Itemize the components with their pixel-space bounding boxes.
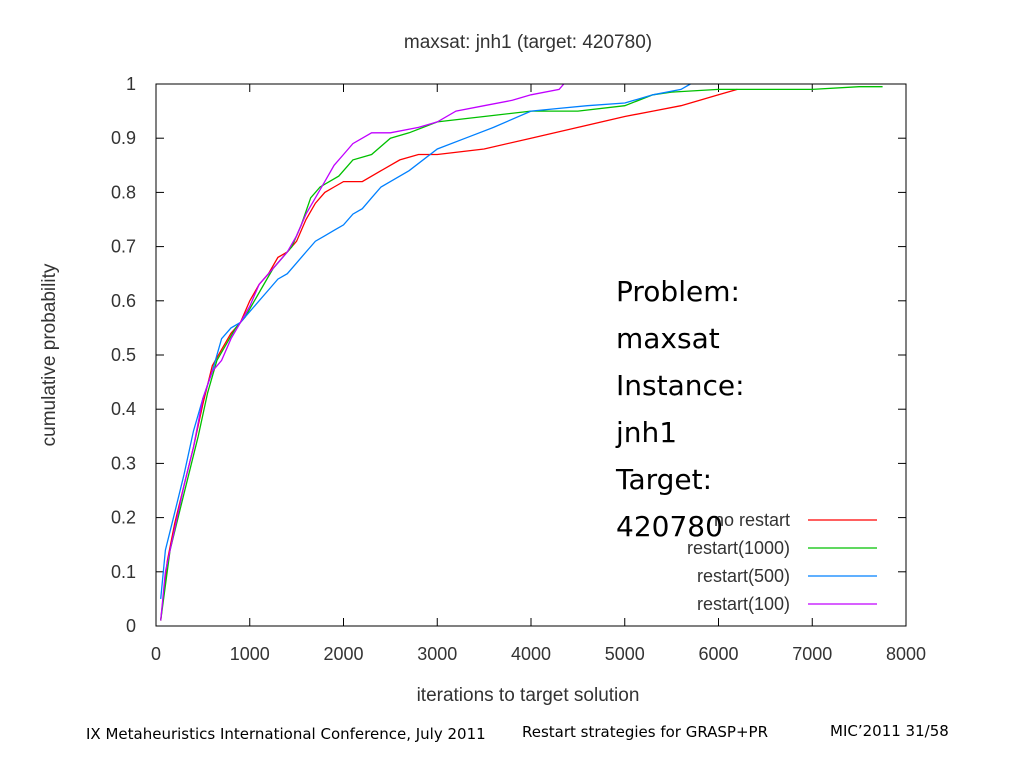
legend-label: restart(500) [697, 566, 790, 586]
annotation-line: 420780 [616, 510, 723, 543]
series-line [160, 83, 565, 621]
x-tick-label: 8000 [886, 644, 926, 664]
x-tick-label: 6000 [698, 644, 738, 664]
y-tick-label: 0.5 [111, 345, 136, 365]
annotation-line: jnh1 [616, 416, 678, 449]
series-lines [160, 83, 883, 621]
plot-frame [155, 83, 907, 627]
chart-title: maxsat: jnh1 (target: 420780) [404, 32, 652, 53]
x-tick-label: 7000 [792, 644, 832, 664]
legend-label: restart(1000) [687, 538, 790, 558]
y-tick-label: 0.4 [111, 399, 136, 419]
y-tick-label: 0.7 [111, 237, 136, 257]
annotation-line: Instance: [616, 369, 745, 402]
x-tick-label: 1000 [230, 644, 270, 664]
series-line [160, 83, 691, 599]
legend-label: restart(100) [697, 594, 790, 614]
y-tick-label: 1 [126, 74, 136, 94]
y-tick-label: 0.2 [111, 508, 136, 528]
y-tick-label: 0.1 [111, 562, 136, 582]
footer-page: MIC’2011 31/58 [830, 722, 949, 740]
x-tick-label: 2000 [323, 644, 363, 664]
y-tick-label: 0 [126, 616, 136, 636]
y-tick-label: 0.9 [111, 128, 136, 148]
annotation-line: Target: [616, 463, 713, 496]
x-axis-label: iterations to target solution [417, 685, 640, 706]
annotation-line: maxsat [616, 322, 720, 355]
legend: no restart restart(1000) restart(500) resta… [687, 510, 877, 614]
x-tick-label: 4000 [511, 644, 551, 664]
y-tick-label: 0.3 [111, 453, 136, 473]
y-axis-ticks: 0 0.1 0.2 0.3 0.4 0.5 0.6 0.7 0.8 0.9 1 [111, 74, 906, 636]
legend-label: no restart [714, 510, 790, 530]
footer-talk-title: Restart strategies for GRASP+PR [521, 723, 769, 741]
y-tick-label: 0.8 [111, 182, 136, 202]
x-tick-label: 5000 [605, 644, 645, 664]
x-tick-label: 0 [151, 644, 161, 664]
y-axis-label: cumulative probability [39, 263, 60, 446]
x-axis-ticks: 0 1000 2000 3000 4000 5000 6000 7000 8000 [151, 84, 926, 664]
annotation-line: Problem: [616, 275, 740, 308]
problem-annotation: Problem: maxsat Instance: jnh1 Target: 4… [616, 268, 816, 550]
x-tick-label: 3000 [417, 644, 457, 664]
y-tick-label: 0.6 [111, 291, 136, 311]
footer-conference: IX Metaheuristics International Conferen… [86, 725, 486, 743]
